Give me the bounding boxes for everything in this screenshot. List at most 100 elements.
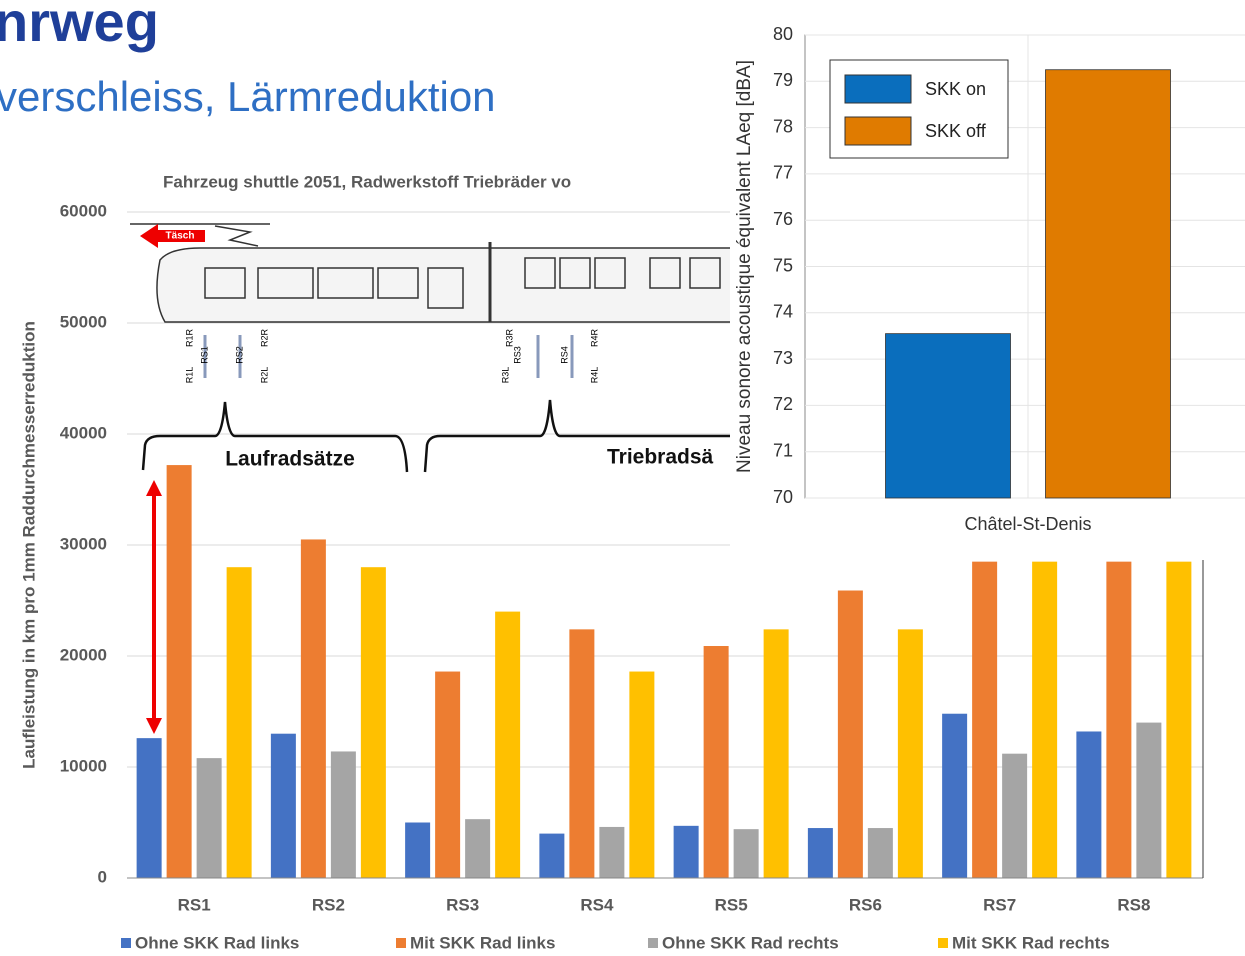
bar [733,829,759,878]
bar [867,828,893,878]
y-tick-label: 79 [773,70,793,90]
bar [972,561,998,878]
bar [599,826,625,878]
chart-title: Fahrzeug shuttle 2051, Radwerkstoff Trie… [163,172,571,191]
wheelset-label: RS1 [199,346,209,364]
y-tick-label: 70 [773,487,793,507]
bar [495,611,521,878]
legend-label: Ohne SKK Rad links [135,933,299,952]
wheelset-label: RS4 [559,346,569,364]
main-chart: 0 10000 20000 30000 40000 50000 60000 Fahrzeug … [19,172,1204,952]
legend-swatch [121,938,131,948]
y-axis-label: Laufleistung in km pro 1mm Raddurchmesse… [19,321,38,769]
legend-swatch [396,938,406,948]
bar [166,465,192,878]
legend-swatch [938,938,948,948]
direction-arrow [140,224,205,248]
y-tick-label: 50000 [60,312,107,331]
legend-label: SKK off [925,121,987,141]
bar [569,629,595,878]
wheelset-label: R4L [589,367,599,384]
slide-subtitle: verschleiss, Lärmreduktion [0,73,496,120]
wheelset-label: R4R [589,329,599,348]
y-tick-label: 78 [773,116,793,136]
y-tick-label: 60000 [60,201,107,220]
bar [330,751,356,878]
pantograph [214,225,259,247]
y-tick-label: 77 [773,163,793,183]
bar [837,590,863,878]
y-tick-label: 80 [773,24,793,44]
axles [203,335,574,378]
wheelset-label: R3R [504,329,514,348]
bar [1002,753,1028,878]
legend-label: SKK on [925,79,986,99]
wheelset-label: R1R [184,329,194,348]
bar [763,629,789,878]
direction-label: Täsch [166,231,195,242]
y-tick-label: 40000 [60,423,107,442]
legend-label: Mit SKK Rad links [410,933,555,952]
y-tick-label: 76 [773,209,793,229]
brace [141,401,409,473]
x-tick-label: RS2 [312,895,345,914]
wheelset-label: RS2 [234,346,244,364]
y-tick-label: 20000 [60,645,107,664]
y-tick-label: 73 [773,348,793,368]
bar [885,333,1011,499]
legend-label: Mit SKK Rad rechts [952,933,1110,952]
bar [629,671,655,878]
group-label: Triebradsä [607,446,714,469]
bar [196,758,222,878]
y-axis-label: Niveau sonore acoustique équivalent LAeq… [734,60,755,473]
inset-chart: 70 71 72 73 74 75 76 77 78 79 80 Niveau sonore acou… [734,24,1245,534]
bar [405,822,431,878]
y-tick-label: 74 [773,302,793,322]
bar [807,828,833,878]
bar [465,819,491,878]
y-tick-label: 75 [773,255,793,275]
slide-title: nrweg [0,0,159,53]
x-tick-label: Châtel-St-Denis [964,514,1091,534]
bar [673,825,699,878]
y-tick-label: 10000 [60,756,107,775]
arrow-head [146,480,162,496]
bar [136,738,162,878]
bar [360,567,386,878]
bar [270,733,296,878]
y-tick-label: 0 [98,867,107,886]
bar [942,713,968,878]
wheelset-label: R3L [500,367,510,384]
legend-swatch [844,74,912,104]
brace [423,399,735,473]
x-tick-label: RS7 [983,895,1016,914]
wheelset-label: R2L [259,367,269,384]
bar [1136,722,1162,878]
train-body [156,247,736,323]
bar [1106,561,1132,878]
train-illustration: Täsch R1RRS1R1LRS2R2RR2LR3RRS3R3LRS4R4RR… [130,223,736,734]
group-label: Laufradsätze [225,448,355,471]
bar [703,646,729,878]
legend-label: Ohne SKK Rad rechts [662,933,839,952]
bar [1076,731,1102,878]
wheelset-label: R1L [184,367,194,384]
x-tick-label: RS4 [580,895,614,914]
y-tick-label: 71 [773,440,793,460]
bar [1032,561,1058,878]
x-tick-label: RS1 [178,895,211,914]
wheelset-label: R2R [259,329,269,348]
bar [1045,69,1171,499]
arrow-head [146,718,162,734]
bar [226,567,252,878]
y-tick-label: 30000 [60,534,107,553]
y-tick-label: 72 [773,394,793,414]
x-tick-label: RS8 [1117,895,1150,914]
bar [300,539,326,878]
bar [435,671,461,878]
bar [897,629,923,878]
x-tick-label: RS3 [446,895,479,914]
bar [1166,561,1192,878]
